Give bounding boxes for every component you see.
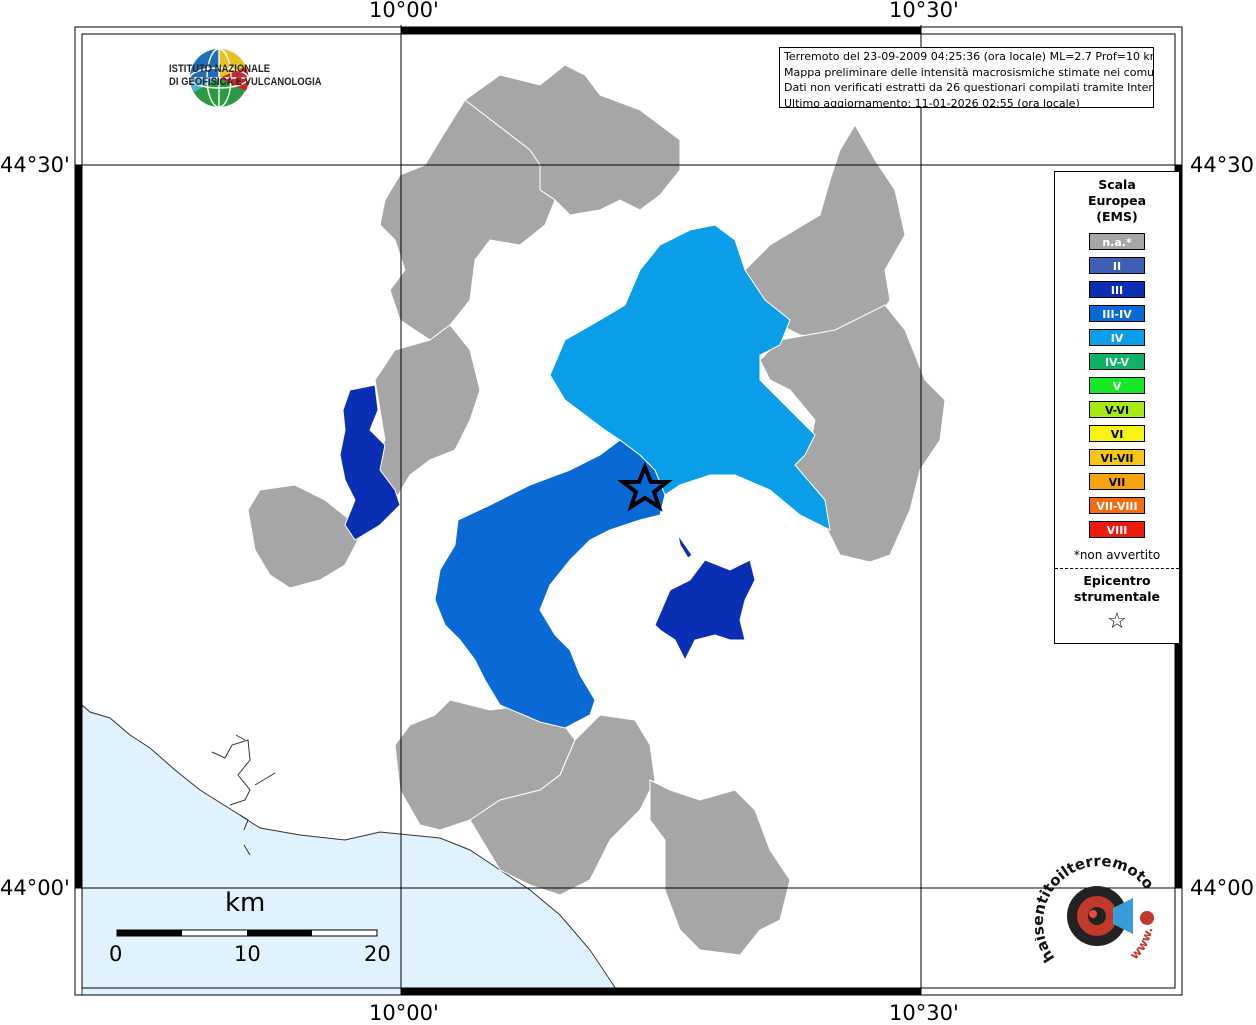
- legend-title-line2: Europea: [1087, 193, 1147, 208]
- legend-swatch-viii: VIII: [1089, 521, 1145, 538]
- event-info-box: Terremoto del 23-09-2009 04:25:36 (ora l…: [779, 47, 1154, 108]
- legend-separator: [1055, 568, 1179, 569]
- ingv-name-line2: DI GEOFISICA E VULCANOLOGIA: [169, 76, 322, 88]
- municipalities-not-available: [247, 64, 946, 956]
- lat-label-left-2: 44°00': [0, 876, 70, 900]
- legend-note: *non avvertito: [1073, 548, 1161, 562]
- lon-label-bottom-2: 10°30': [889, 1001, 959, 1025]
- legend-swatch-iv: IV: [1089, 329, 1145, 346]
- municipalities-intensity-III: [339, 384, 756, 662]
- ingv-globe-logo: [189, 48, 249, 108]
- sea-area: [81, 703, 621, 996]
- legend-title: Scala Europea (EMS): [1055, 177, 1179, 225]
- scale-bar: [116, 929, 378, 937]
- legend-epicenter-line2: strumentale: [1073, 589, 1161, 604]
- municipality-intensity-IV: [549, 224, 831, 531]
- legend-swatch-iii-iv: III-IV: [1089, 305, 1145, 322]
- event-info-line4: Ultimo aggiornamento: 11-01-2026 02:55 (…: [784, 96, 1080, 108]
- lon-label-top-2: 10°30': [889, 0, 959, 22]
- lon-label-top-1: 10°00': [369, 0, 439, 22]
- scale-tick-10: 10: [234, 942, 261, 966]
- lon-label-bottom-1: 10°00': [369, 1001, 439, 1025]
- legend-swatch-iii: III: [1089, 281, 1145, 298]
- legend-swatch-v: V: [1089, 377, 1145, 394]
- legend-title-line1: Scala: [1098, 177, 1136, 192]
- lat-label-right-1: 44°30': [1190, 153, 1256, 177]
- scale-tick-0: 0: [109, 942, 123, 966]
- legend-star-icon: ☆: [1107, 609, 1127, 634]
- scale-unit: km: [225, 888, 266, 918]
- event-info-line3: Dati non verificati estratti da 26 quest…: [784, 81, 1154, 94]
- coast-detail: [211, 734, 276, 856]
- legend-swatch-vi-vii: VI-VII: [1089, 449, 1145, 466]
- lat-label-right-2: 44°00': [1190, 876, 1256, 900]
- ems-legend: Scala Europea (EMS) n.a.* II III III-IV IV IV…: [1054, 171, 1180, 644]
- haisentitoilterremoto-logo: haisentitoilterremoto.it www.: [1035, 848, 1158, 966]
- legend-title-line3: (EMS): [1096, 209, 1138, 224]
- ingv-name-line1: ISTITUTO NAZIONALE: [169, 63, 271, 75]
- legend-swatch-v-vi: V-VI: [1089, 401, 1145, 418]
- ingv-name: ISTITUTO NAZIONALE DI GEOFISICA E VULCAN…: [169, 63, 322, 89]
- legend-epicenter-line1: Epicentro: [1083, 573, 1151, 588]
- graticule: [75, 25, 1182, 995]
- event-info-line1: Terremoto del 23-09-2009 04:25:36 (ora l…: [784, 50, 1154, 63]
- legend-swatch-vii-viii: VII-VIII: [1089, 497, 1145, 514]
- legend-swatch-ii: II: [1089, 257, 1145, 274]
- legend-swatch-vii: VII: [1089, 473, 1145, 490]
- epicenter-star-icon: [617, 461, 673, 512]
- scale-tick-20: 20: [364, 942, 391, 966]
- legend-swatches: n.a.* II III III-IV IV IV-V V V-VI VI VI-VII VII VI…: [1055, 233, 1179, 538]
- legend-epicenter-label: Epicentro strumentale: [1055, 573, 1179, 605]
- lat-label-left-1: 44°30': [0, 153, 70, 177]
- legend-swatch-n-a: n.a.*: [1089, 233, 1145, 250]
- legend-swatch-iv-v: IV-V: [1089, 353, 1145, 370]
- legend-swatch-vi: VI: [1089, 425, 1145, 442]
- event-info-line2: Mappa preliminare delle intensità macros…: [784, 65, 1154, 79]
